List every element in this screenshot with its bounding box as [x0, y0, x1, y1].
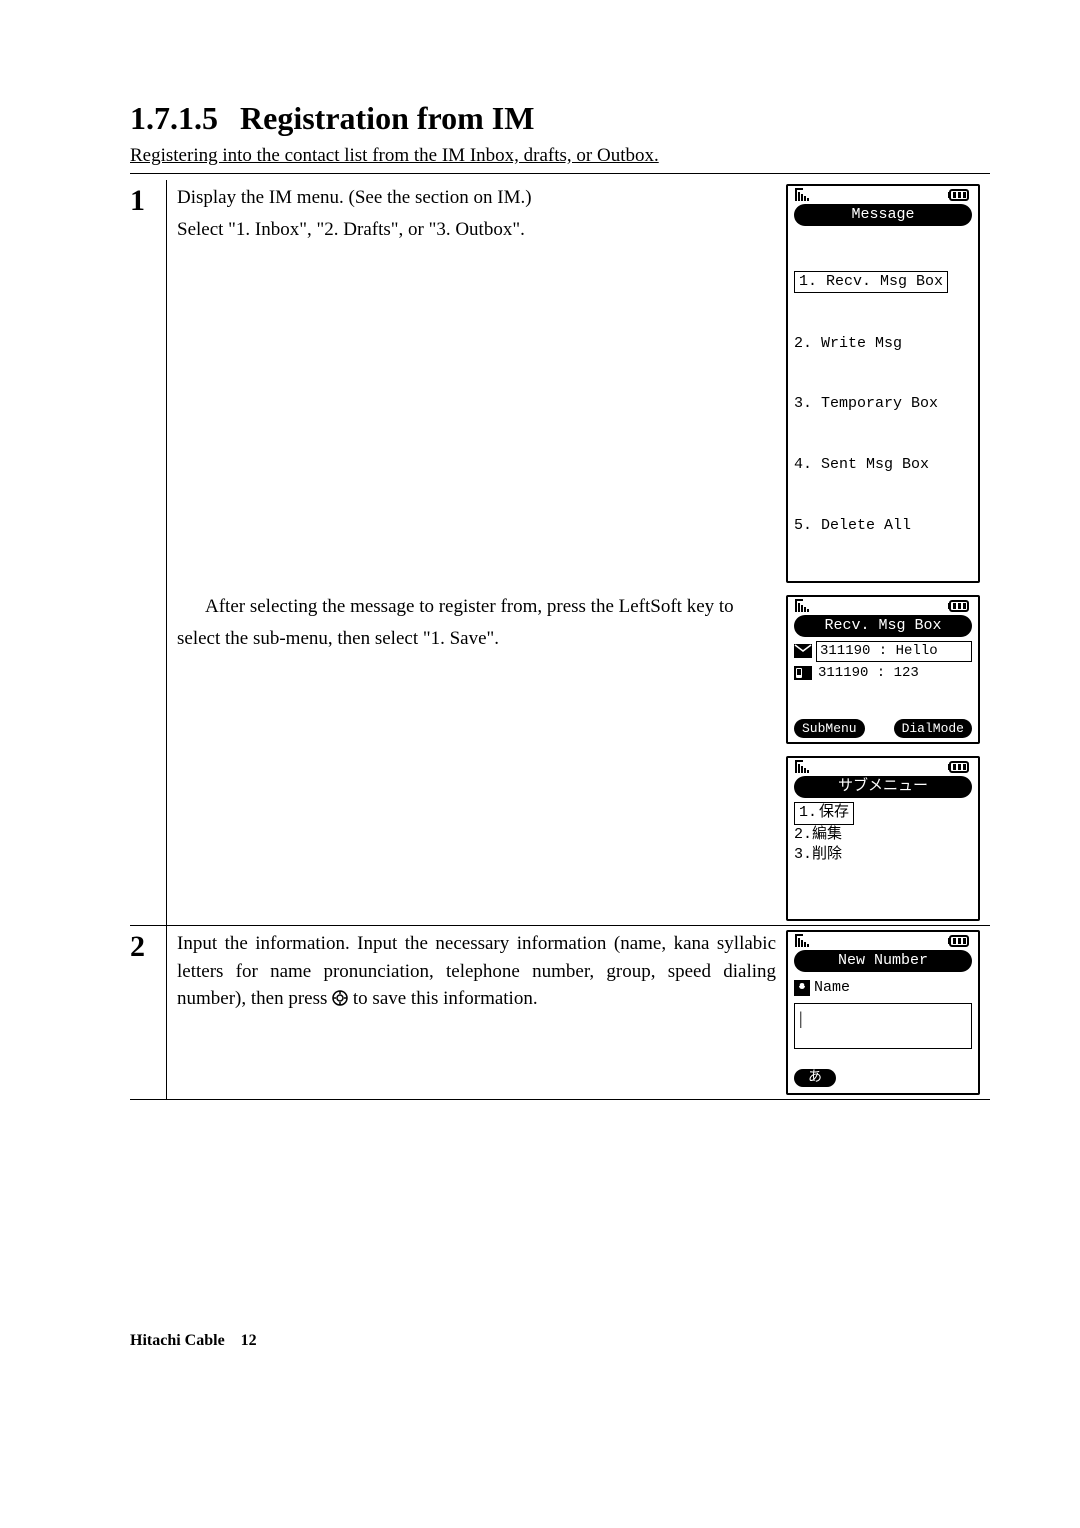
step-1-row: 1 Display the IM menu. (See the section … — [130, 180, 990, 925]
phone-envelope-icon — [794, 666, 812, 680]
menu-item: 1. Recv. Msg Box — [794, 271, 948, 293]
step-1-line-3a: After selecting the message to register … — [205, 593, 776, 621]
step-1-number: 1 — [130, 180, 166, 925]
signal-icon — [794, 934, 816, 948]
menu-item: 3. Temporary Box — [794, 394, 972, 414]
submenu-item: 編集 — [812, 825, 842, 845]
phone-submenu: サブメニュー 1.保存 2.編集 3.削除 — [786, 756, 980, 921]
phone-title: Recv. Msg Box — [794, 615, 972, 637]
page-footer: Hitachi Cable 12 — [130, 1332, 257, 1350]
footer-page: 12 — [241, 1332, 257, 1349]
battery-icon — [948, 189, 972, 201]
intro-text: Registering into the contact list from t… — [130, 145, 990, 167]
ime-mode-key: あ — [794, 1069, 836, 1088]
section-heading: 1.7.1.5 Registration from IM — [130, 100, 990, 137]
phone-title: サブメニュー — [794, 776, 972, 798]
section-number: 1.7.1.5 — [130, 100, 218, 136]
step-2-row: 2 Input the information. Input the neces… — [130, 926, 990, 1099]
step-1-line-3b: select the sub-menu, then select "1. Sav… — [177, 625, 776, 653]
phone-message-menu: Message 1. Recv. Msg Box 2. Write Msg 3.… — [786, 184, 980, 583]
center-key-icon — [332, 990, 348, 1006]
signal-icon — [794, 599, 816, 613]
softkey-right: DialMode — [894, 719, 972, 739]
battery-icon — [948, 600, 972, 612]
submenu-item: 保存 — [819, 803, 849, 823]
divider — [130, 173, 990, 174]
name-label: Name — [814, 978, 850, 998]
phone-recv-box: Recv. Msg Box 311190 : Hello 311190 : 12… — [786, 595, 980, 745]
menu-item: 4. Sent Msg Box — [794, 455, 972, 475]
envelope-icon — [794, 644, 812, 658]
divider — [130, 1099, 990, 1100]
section-title: Registration from IM — [240, 100, 534, 136]
signal-icon — [794, 188, 816, 202]
step-2-number: 2 — [130, 926, 166, 1099]
phone-new-number: New Number Name | あ — [786, 930, 980, 1095]
battery-icon — [948, 935, 972, 947]
softkey-left: SubMenu — [794, 719, 865, 739]
menu-item: 5. Delete All — [794, 516, 972, 536]
phone-title: New Number — [794, 950, 972, 972]
step-1-line-2: Select "1. Inbox", "2. Drafts", or "3. O… — [177, 216, 776, 244]
step-1-line-1: Display the IM menu. (See the section on… — [177, 184, 776, 212]
menu-item: 2. Write Msg — [794, 334, 972, 354]
submenu-num: 1. — [799, 803, 815, 823]
step-2-text-part2: to save this information. — [353, 988, 538, 1009]
name-input-field: | — [794, 1003, 972, 1049]
signal-icon — [794, 760, 816, 774]
submenu-num: 3. — [794, 845, 810, 865]
battery-icon — [948, 761, 972, 773]
footer-brand: Hitachi Cable — [130, 1332, 225, 1349]
msg-row-1: 311190 : Hello — [816, 641, 972, 662]
name-icon — [794, 980, 810, 996]
submenu-num: 2. — [794, 825, 810, 845]
submenu-item: 削除 — [812, 845, 842, 865]
msg-row-2: 311190 : 123 — [816, 664, 972, 683]
phone-title: Message — [794, 204, 972, 226]
